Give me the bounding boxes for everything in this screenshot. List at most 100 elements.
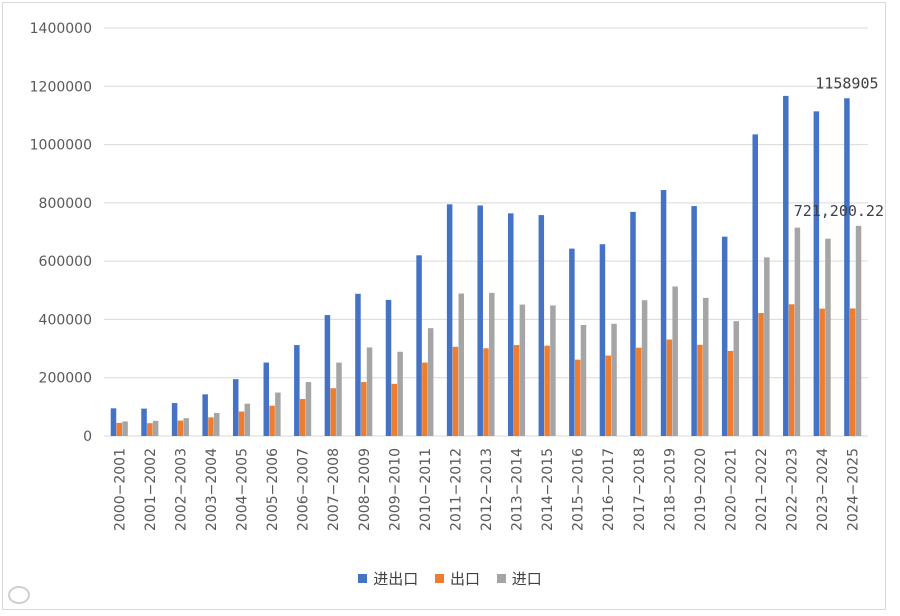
bar-total <box>385 299 392 436</box>
bar-import <box>275 392 281 436</box>
bar-import <box>183 418 189 436</box>
bar-export <box>788 304 795 436</box>
watermark-logo <box>8 586 36 604</box>
x-tick-label: 2011−2012 <box>448 448 464 531</box>
x-tick-label: 2000−2001 <box>112 448 128 531</box>
bar-export <box>361 382 367 436</box>
x-tick-label: 2024−2025 <box>846 448 862 531</box>
y-tick-label: 1400000 <box>30 21 92 37</box>
bar-export <box>452 346 459 436</box>
bar-import <box>519 304 526 436</box>
bar-total <box>721 236 728 436</box>
bar-export <box>208 417 214 436</box>
bar-total <box>232 379 239 436</box>
bar-total <box>110 408 117 436</box>
bar-export <box>422 362 428 436</box>
bar-export <box>299 398 306 436</box>
bar-export <box>636 347 642 436</box>
legend-label-export: 出口 <box>449 570 480 588</box>
x-tick-label: 2022−2023 <box>785 448 801 531</box>
bar-total <box>141 408 147 436</box>
bar-total <box>171 403 178 436</box>
bar-import <box>611 323 617 436</box>
y-tick-label: 200000 <box>39 371 92 387</box>
x-tick-label: 2014−2015 <box>540 448 556 531</box>
bar-total <box>508 213 514 436</box>
bar-total <box>844 98 850 437</box>
bar-total <box>355 293 361 436</box>
x-tick-label: 2007−2008 <box>326 448 342 531</box>
bar-export <box>330 388 336 436</box>
bar-export <box>819 308 825 436</box>
y-tick-label: 0 <box>83 429 92 445</box>
legend-swatch-export <box>434 574 444 583</box>
x-tick-label: 2017−2018 <box>632 448 648 531</box>
legend-swatch-import <box>496 574 506 583</box>
bar-export <box>727 350 734 436</box>
x-tick-label: 2012−2013 <box>479 448 495 531</box>
x-tick-label: 2021−2022 <box>754 448 770 531</box>
bar-import <box>702 297 709 436</box>
chart-frame <box>2 2 886 610</box>
legend-item-import: 进口 <box>496 568 542 589</box>
watermark-icon <box>8 586 30 604</box>
legend-swatch-total <box>358 574 368 583</box>
legend: 进出口 出口 进口 <box>0 568 900 589</box>
legend-label-total: 进出口 <box>373 570 419 588</box>
y-tick-label: 1200000 <box>30 79 92 95</box>
bar-import <box>580 324 587 436</box>
bar-export <box>483 348 489 436</box>
bar-total <box>630 211 636 436</box>
bar-import <box>458 293 464 436</box>
bar-export <box>666 339 673 436</box>
bar-export <box>697 344 703 436</box>
x-tick-label: 2018−2019 <box>662 448 678 531</box>
bar-export <box>574 359 581 436</box>
data-label: 1158905 <box>815 74 878 92</box>
x-tick-label: 2016−2017 <box>601 448 617 531</box>
data-label: 721,200.22 <box>794 202 884 220</box>
bar-import <box>214 412 220 436</box>
y-tick-label: 400000 <box>39 312 92 328</box>
bar-import <box>733 321 740 436</box>
x-tick-label: 2013−2014 <box>510 448 526 531</box>
bar-export <box>177 420 184 436</box>
legend-item-total: 进出口 <box>358 568 418 589</box>
bar-total <box>416 255 422 436</box>
x-tick-label: 2020−2021 <box>723 448 739 531</box>
bar-export <box>391 383 398 436</box>
bar-total <box>813 111 820 436</box>
bar-import <box>244 403 251 436</box>
x-tick-label: 2004−2005 <box>235 448 251 531</box>
x-tick-label: 2003−2004 <box>204 448 220 531</box>
bar-total <box>752 134 758 436</box>
bar-import <box>550 305 556 436</box>
bar-export <box>758 313 764 436</box>
y-tick-label: 1000000 <box>30 138 92 154</box>
bar-import <box>764 257 770 436</box>
x-tick-label: 2015−2016 <box>571 448 587 531</box>
bar-export <box>605 355 611 436</box>
legend-item-export: 出口 <box>434 568 480 589</box>
bar-export <box>238 411 245 436</box>
x-tick-label: 2010−2011 <box>418 448 434 531</box>
x-tick-label: 2009−2010 <box>387 448 403 531</box>
y-tick-label: 800000 <box>39 196 92 212</box>
bar-total <box>599 244 606 436</box>
bar-total <box>202 394 208 436</box>
bar-export <box>147 423 153 436</box>
bar-export <box>269 405 275 436</box>
x-tick-label: 2002−2003 <box>173 448 189 531</box>
bar-total <box>446 204 453 436</box>
bar-import <box>305 382 312 436</box>
bar-total <box>538 215 545 436</box>
x-tick-label: 2005−2006 <box>265 448 281 531</box>
bar-total <box>294 345 300 436</box>
legend-label-import: 进口 <box>511 570 542 588</box>
bar-export <box>513 345 520 436</box>
bar-import <box>152 420 159 436</box>
bar-export <box>849 308 856 436</box>
bar-import <box>397 351 403 436</box>
bar-import <box>672 286 678 436</box>
